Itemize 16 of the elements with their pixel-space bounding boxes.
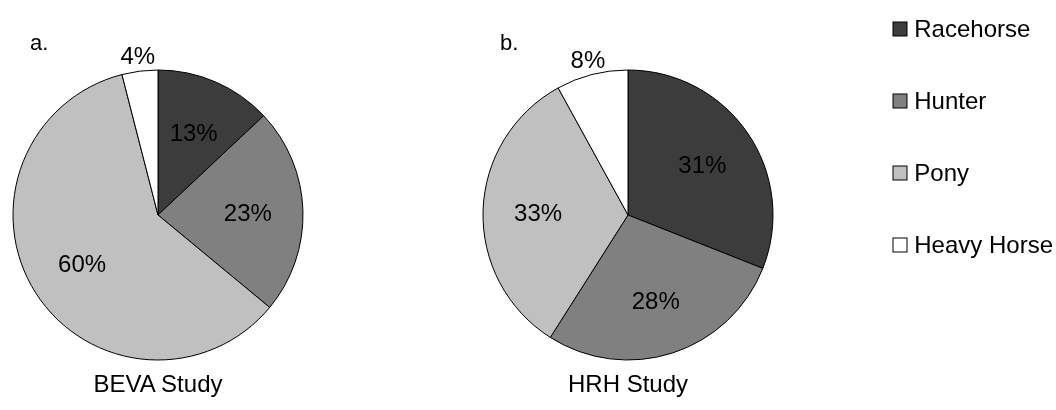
data-label: 8% bbox=[570, 45, 606, 73]
legend-label: Racehorse bbox=[914, 15, 1031, 43]
legend-label: Heavy Horse bbox=[914, 231, 1053, 259]
text: BEVA Study bbox=[92, 370, 224, 398]
data-label: 31% bbox=[678, 150, 727, 178]
data-label: 33% bbox=[514, 198, 563, 226]
data-label: 28% bbox=[631, 287, 680, 314]
text: HRH Study bbox=[566, 370, 689, 398]
chart-title: a. bbox=[30, 30, 49, 56]
text: b. bbox=[500, 30, 519, 56]
data-label: 60% bbox=[58, 249, 107, 277]
legend-label: Hunter bbox=[914, 87, 987, 115]
data-label: 4% bbox=[120, 41, 156, 69]
data-label: 13% bbox=[169, 118, 218, 146]
data-label: 23% bbox=[223, 198, 272, 226]
legend-label: Pony bbox=[914, 159, 969, 187]
